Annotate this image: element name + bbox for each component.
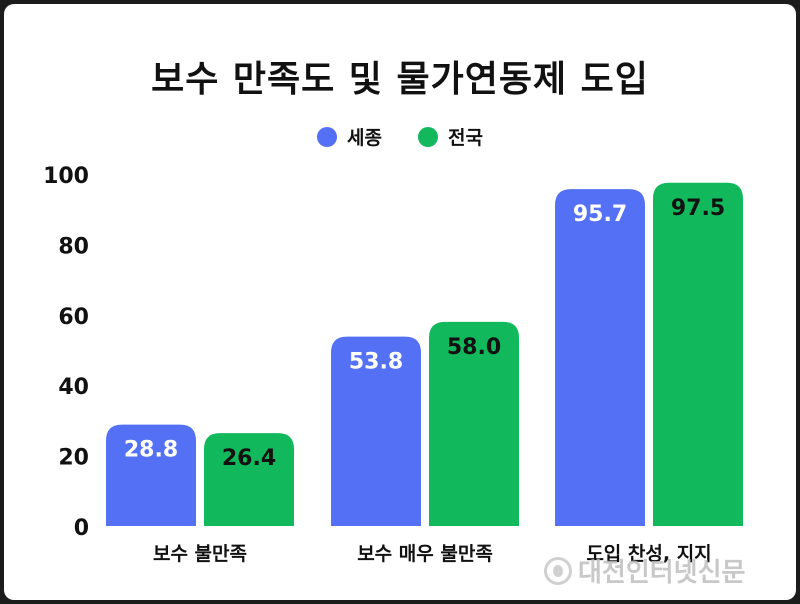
data-label: 26.4 xyxy=(222,446,276,471)
bar-national xyxy=(429,321,519,526)
x-category-label: 보수 불만족 xyxy=(153,543,247,565)
y-tick-label: 20 xyxy=(58,446,89,471)
legend-item-national: 전국 xyxy=(418,123,483,150)
data-label: 97.5 xyxy=(671,196,725,221)
y-tick-label: 0 xyxy=(74,516,89,541)
bar-sejong xyxy=(106,424,196,526)
legend-swatch-sejong xyxy=(317,126,338,147)
x-category-label: 도입 찬성, 지지 xyxy=(586,543,711,565)
bar-sejong xyxy=(331,336,421,526)
legend-swatch-national xyxy=(418,126,438,147)
data-label: 95.7 xyxy=(573,202,627,227)
watermark: 대전인터넷신문 xyxy=(544,552,745,589)
x-category-label: 보수 매우 불만족 xyxy=(357,543,493,565)
bar-sejong xyxy=(555,189,645,527)
chart-title: 보수 만족도 및 물가연동제 도입 xyxy=(151,59,649,100)
data-label: 58.0 xyxy=(447,335,501,360)
bar-national xyxy=(653,182,743,527)
bar-chart: 0 20 40 60 80 100 28.8 26.4 보수 불만족 53.8 58.0 보수 매우 … xyxy=(43,164,743,565)
watermark-text: 대전인터넷신문 xyxy=(578,558,746,588)
legend-item-sejong: 세종 xyxy=(317,123,382,150)
y-tick-label: 60 xyxy=(58,305,89,330)
bar-national xyxy=(204,433,294,526)
y-tick-label: 100 xyxy=(43,164,89,189)
chart-card: 보수 만족도 및 물가연동제 도입 세종 전국 0 20 40 60 80 100 28.8… xyxy=(4,4,796,600)
y-tick-label: 80 xyxy=(58,234,89,259)
legend: 세종 전국 xyxy=(4,123,796,150)
legend-label-national: 전국 xyxy=(448,127,483,149)
legend-label-sejong: 세종 xyxy=(347,127,382,149)
data-label: 28.8 xyxy=(124,438,178,463)
watermark-logo-icon xyxy=(544,556,572,585)
data-label: 53.8 xyxy=(349,350,403,375)
y-tick-label: 40 xyxy=(58,375,89,400)
